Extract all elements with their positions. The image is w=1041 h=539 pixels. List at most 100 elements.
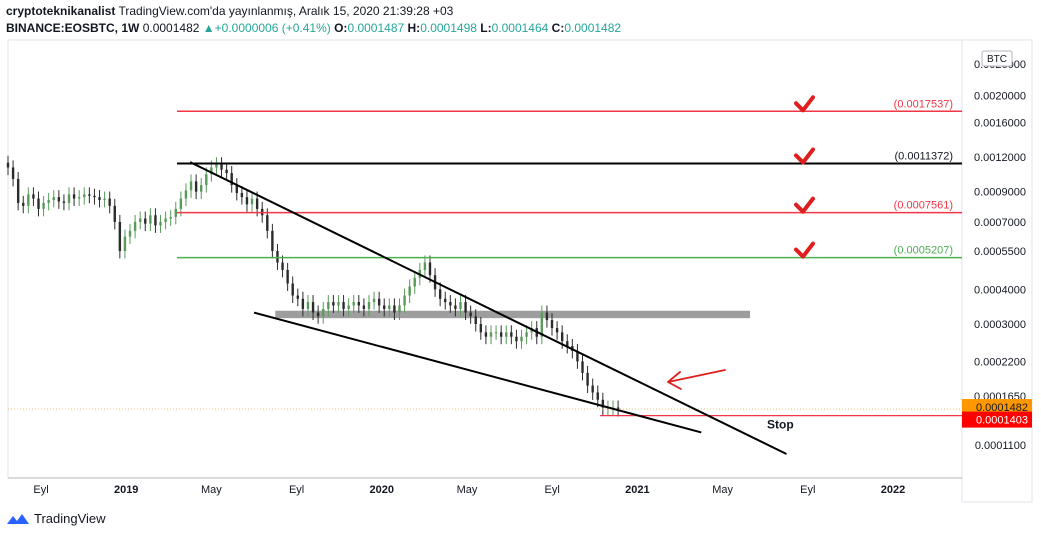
- candle-body: [16, 178, 20, 203]
- candle-body: [362, 305, 366, 309]
- candle-body: [413, 277, 416, 287]
- candle-body: [545, 312, 549, 321]
- low-value: 0.0001464: [491, 21, 549, 35]
- candle-body: [459, 302, 462, 309]
- candle-body: [484, 332, 488, 337]
- candle-body: [133, 221, 137, 231]
- candle-body: [47, 199, 50, 203]
- candle-body: [174, 208, 177, 217]
- candle-body: [479, 324, 483, 333]
- stop-annotation: Stop: [767, 418, 794, 432]
- low-label: L:: [480, 21, 492, 35]
- arrow-pointer-icon: [667, 369, 726, 390]
- x-tick-label: Eyl: [800, 484, 815, 496]
- candle-body: [449, 302, 452, 306]
- candle-body: [489, 332, 493, 337]
- y-tick-label: 0.0009000: [974, 187, 1026, 199]
- candle-body: [499, 332, 503, 337]
- candle-body: [281, 262, 284, 270]
- candle-body: [169, 216, 172, 219]
- candle-body: [474, 316, 477, 325]
- candle-body: [57, 197, 61, 202]
- ohlc-legend: BINANCE:EOSBTC, 1W 0.0001482 ▲+0.0000006…: [6, 21, 621, 35]
- check-mark-icon: [794, 196, 815, 214]
- candle-body: [423, 262, 427, 270]
- close-value: 0.0001482: [564, 21, 622, 35]
- trendline-lower: [253, 311, 702, 434]
- candle-body: [444, 298, 447, 303]
- price-tag-box: [962, 411, 1032, 428]
- candle-body: [505, 332, 508, 337]
- candle-body: [322, 308, 325, 317]
- candle-body: [347, 305, 350, 309]
- candle-body: [11, 167, 15, 179]
- y-tick-label: 0.0002200: [974, 356, 1026, 368]
- candle-body: [67, 194, 71, 203]
- candle-body: [352, 302, 355, 306]
- candle-body: [510, 332, 513, 337]
- candle-body: [383, 305, 386, 309]
- currency-label: BTC: [987, 54, 1007, 65]
- candle-body: [98, 197, 101, 200]
- level-label: (0.0007561): [894, 200, 953, 212]
- candle-body: [235, 185, 238, 194]
- candle-body: [454, 305, 457, 309]
- tradingview-footer[interactable]: TradingView: [6, 511, 106, 526]
- y-tick-label: 0.0016000: [974, 117, 1026, 129]
- candle-body: [286, 269, 289, 284]
- y-tick-label: 0.0001100: [975, 440, 1026, 452]
- trendline-upper: [189, 161, 787, 455]
- candle-body: [159, 221, 162, 226]
- candle-body: [316, 312, 320, 317]
- candle-body: [576, 350, 579, 362]
- candle-body: [560, 332, 564, 342]
- candle-body: [540, 312, 544, 337]
- author-name[interactable]: cryptoteknikanalist: [6, 4, 116, 18]
- x-tick-label: 2022: [881, 484, 905, 496]
- candle-body: [77, 197, 81, 199]
- candle-body: [301, 298, 305, 309]
- candle-body: [255, 198, 259, 209]
- candle-body: [245, 197, 249, 205]
- candle-body: [555, 328, 559, 333]
- candle-body: [438, 289, 442, 299]
- x-tick-label: 2020: [370, 484, 394, 496]
- candle-body: [83, 194, 86, 198]
- candle-body: [332, 302, 335, 306]
- candle-body: [591, 385, 594, 393]
- level-label: (0.0011372): [894, 150, 953, 162]
- candle-body: [210, 167, 213, 175]
- candle-body: [205, 174, 208, 186]
- candle-body: [566, 341, 569, 346]
- candle-body: [464, 302, 467, 313]
- change-arrow: ▲: [202, 21, 215, 35]
- candle-body: [398, 305, 401, 313]
- price-tag-box: [962, 399, 1032, 415]
- candle-body: [601, 399, 605, 408]
- check-mark-icon: [794, 147, 815, 165]
- x-tick-label: Eyl: [289, 484, 304, 496]
- close-label: C:: [551, 21, 565, 35]
- y-tick-label: 0.0020000: [974, 90, 1026, 102]
- candle-body: [616, 407, 620, 409]
- symbol-label[interactable]: BINANCE:EOSBTC, 1W: [6, 21, 140, 35]
- candle-body: [428, 262, 432, 276]
- candle-body: [179, 198, 183, 209]
- y-tick-label: 0.0005500: [974, 246, 1026, 258]
- candle-body: [306, 302, 310, 309]
- check-mark-icon: [794, 95, 815, 113]
- high-value: 0.0001498: [420, 21, 477, 35]
- x-tick-label: 2021: [625, 484, 649, 496]
- brand-name: TradingView: [34, 511, 106, 526]
- candle-body: [271, 230, 274, 251]
- x-tick-label: Eyl: [33, 484, 48, 496]
- level-label: (0.0005207): [894, 245, 953, 257]
- candle-body: [32, 194, 35, 199]
- candle-body: [103, 198, 106, 200]
- candle-body: [388, 305, 391, 309]
- candle-body: [581, 361, 584, 373]
- y-tick-label: 0.0004000: [974, 284, 1026, 296]
- y-axis-ticks: 0.00260000.00200000.00160000.00120000.00…: [974, 59, 1026, 452]
- candle-body: [42, 202, 45, 209]
